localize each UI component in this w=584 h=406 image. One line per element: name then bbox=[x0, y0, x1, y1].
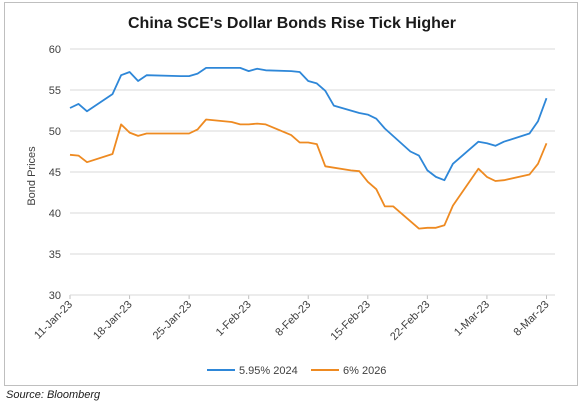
x-tick-label: 22-Feb-23 bbox=[388, 299, 432, 343]
series-lines bbox=[69, 67, 548, 230]
x-tick-label: 8-Mar-23 bbox=[512, 299, 552, 339]
y-axis-ticks: 30 35 40 45 50 55 60 bbox=[49, 44, 61, 302]
chart-frame: China SCE's Dollar Bonds Rise Tick Highe… bbox=[4, 2, 578, 386]
legend: 5.95% 2024 6% 2026 bbox=[207, 365, 386, 377]
chart-title: China SCE's Dollar Bonds Rise Tick Highe… bbox=[128, 15, 456, 32]
x-axis-ticks: 11-Jan-23 18-Jan-23 25-Jan-23 1-Feb-23 8-Feb… bbox=[32, 295, 552, 343]
x-tick-label: 1-Feb-23 bbox=[214, 299, 254, 339]
y-tick-label: 45 bbox=[49, 167, 61, 179]
x-tick-label: 8-Feb-23 bbox=[273, 299, 313, 339]
line-chart: China SCE's Dollar Bonds Rise Tick Highe… bbox=[26, 15, 555, 377]
x-tick-label: 11-Jan-23 bbox=[32, 299, 75, 342]
y-tick-label: 50 bbox=[49, 126, 61, 138]
legend-label-series-1: 5.95% 2024 bbox=[239, 365, 298, 377]
legend-label-series-2: 6% 2026 bbox=[343, 365, 386, 377]
x-tick-label: 1-Mar-23 bbox=[452, 299, 492, 339]
y-tick-label: 35 bbox=[49, 249, 61, 261]
series-line-1 bbox=[69, 67, 548, 182]
x-tick-label: 25-Jan-23 bbox=[151, 299, 195, 343]
series-line-2 bbox=[69, 118, 548, 230]
y-tick-label: 60 bbox=[49, 44, 61, 56]
y-tick-label: 55 bbox=[49, 85, 61, 97]
x-tick-label: 15-Feb-23 bbox=[329, 299, 373, 343]
gridlines bbox=[70, 48, 555, 255]
x-tick-label: 18-Jan-23 bbox=[91, 299, 135, 343]
source-note: Source: Bloomberg bbox=[6, 389, 101, 401]
y-tick-label: 40 bbox=[49, 208, 61, 220]
y-tick-label: 30 bbox=[49, 290, 61, 302]
y-axis-label: Bond Prices bbox=[26, 146, 38, 206]
